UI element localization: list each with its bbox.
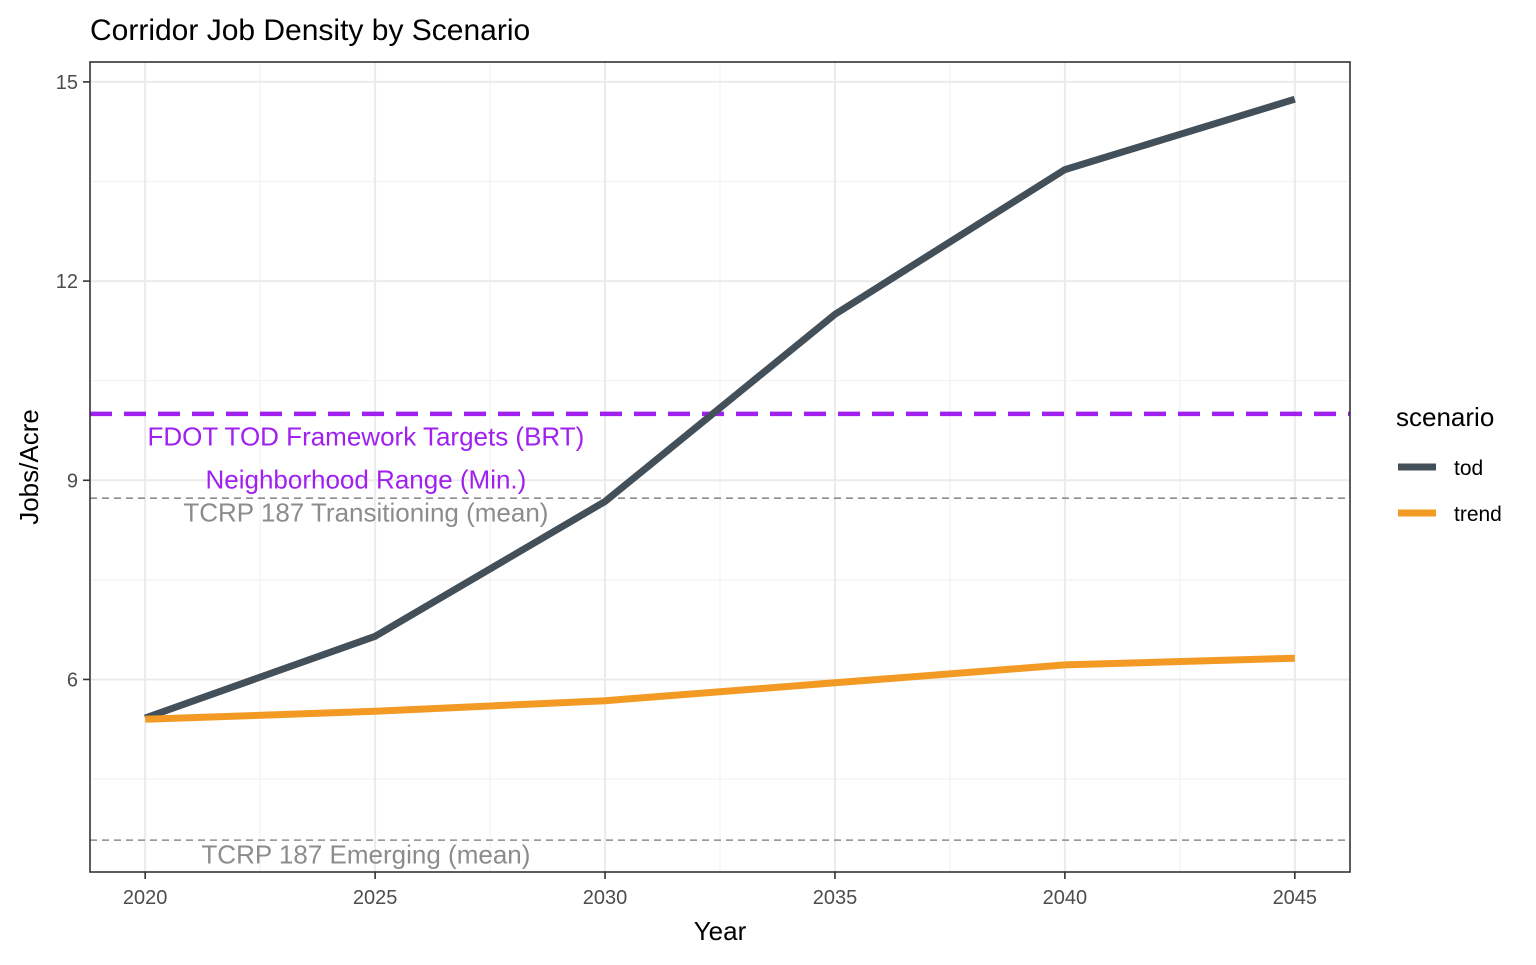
y-tick-label: 15 <box>56 72 78 94</box>
reference-labels: FDOT TOD Framework Targets (BRT) Neighbor… <box>148 421 585 869</box>
legend-label-trend: trend <box>1454 503 1502 526</box>
legend-label-tod: tod <box>1454 457 1483 480</box>
reference-label-0-0: FDOT TOD Framework Targets (BRT) <box>148 421 585 451</box>
grid-lines <box>90 62 1350 872</box>
y-axis: 6 9 12 15 <box>56 72 90 691</box>
x-tick-label: 2040 <box>1043 887 1088 909</box>
x-tick-label: 2030 <box>583 887 628 909</box>
chart-title: Corridor Job Density by Scenario <box>90 14 530 47</box>
y-axis-title: Jobs/Acre <box>14 409 44 525</box>
reference-label-2-0: TCRP 187 Emerging (mean) <box>201 840 530 870</box>
series-line-trend <box>145 654 1295 723</box>
reference-label-0-1: Neighborhood Range (Min.) <box>205 464 526 494</box>
y-tick-label: 9 <box>67 470 78 492</box>
plot-panel-border <box>89 61 1351 873</box>
x-tick-label: 2035 <box>813 887 858 909</box>
reference-label-1-0: TCRP 187 Transitioning (mean) <box>183 498 548 528</box>
series-lines <box>144 95 1296 723</box>
x-axis: 2020 2025 2030 2035 2040 2045 <box>123 872 1317 909</box>
reference-lines <box>90 411 1350 841</box>
y-tick-label: 12 <box>56 271 78 293</box>
series-line-tod <box>144 95 1296 722</box>
legend: scenario tod trend <box>1396 402 1502 526</box>
y-tick-label: 6 <box>67 669 78 691</box>
x-axis-title: Year <box>694 916 747 946</box>
x-tick-label: 2020 <box>123 887 168 909</box>
x-tick-label: 2045 <box>1273 887 1318 909</box>
x-tick-label: 2025 <box>353 887 398 909</box>
legend-title: scenario <box>1396 402 1494 432</box>
